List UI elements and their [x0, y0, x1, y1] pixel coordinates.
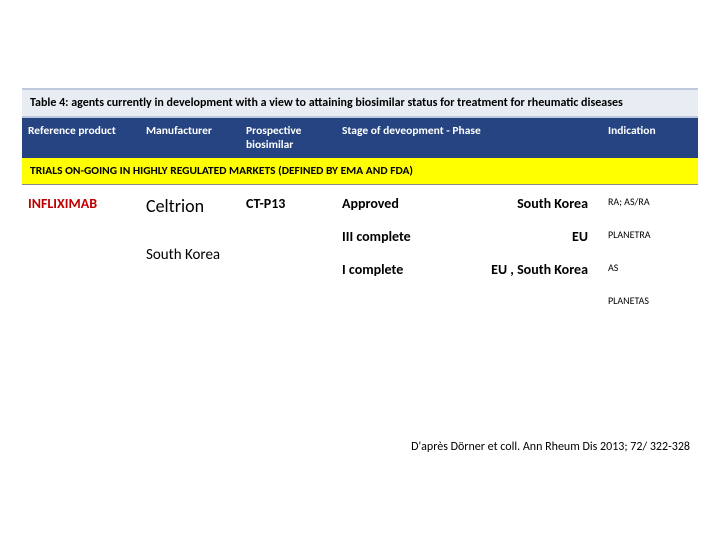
header-reference-product: Reference product: [22, 118, 140, 158]
section-heading: TRIALS ON-GOING IN HIGHLY REGULATED MARK…: [22, 158, 698, 185]
header-indication: Indication: [602, 118, 698, 158]
cell-indication: RA; AS/RA PLANETRA AS PLANETAS: [602, 185, 698, 327]
indication-3: AS: [608, 261, 692, 274]
manufacturer-country: South Korea: [146, 246, 234, 266]
header-stage: Stage of deveopment - Phase: [336, 118, 602, 158]
manufacturer-name: Celtrion: [146, 195, 204, 217]
stage-phase-1: Approved: [342, 195, 464, 212]
stage-region-1: South Korea: [474, 195, 596, 212]
cell-reference-product: INFLIXIMAB: [22, 185, 140, 327]
table-title: Table 4: agents currently in development…: [22, 88, 698, 118]
header-prospective-biosimilar: Prospective biosimilar: [240, 118, 336, 158]
table-header-row: Reference product Manufacturer Prospecti…: [22, 118, 698, 158]
indication-2: PLANETRA: [608, 228, 692, 241]
indication-4: PLANETAS: [608, 294, 692, 307]
stage-phase-2: III complete: [342, 228, 464, 245]
table-row: INFLIXIMAB Celtrion South Korea CT-P13 A…: [22, 185, 698, 327]
slide: Table 4: agents currently in development…: [0, 0, 720, 540]
stage-region-3: EU , South Korea: [474, 261, 596, 278]
stage-phase-3: I complete: [342, 261, 464, 278]
cell-manufacturer: Celtrion South Korea: [140, 185, 240, 327]
citation: D'après Dörner et coll. Ann Rheum Dis 20…: [411, 440, 690, 454]
cell-stage: Approved South Korea III complete EU I c…: [336, 185, 602, 327]
cell-prospective-biosimilar: CT-P13: [240, 185, 336, 327]
header-manufacturer: Manufacturer: [140, 118, 240, 158]
stage-region-2: EU: [474, 228, 596, 245]
indication-1: RA; AS/RA: [608, 195, 692, 208]
